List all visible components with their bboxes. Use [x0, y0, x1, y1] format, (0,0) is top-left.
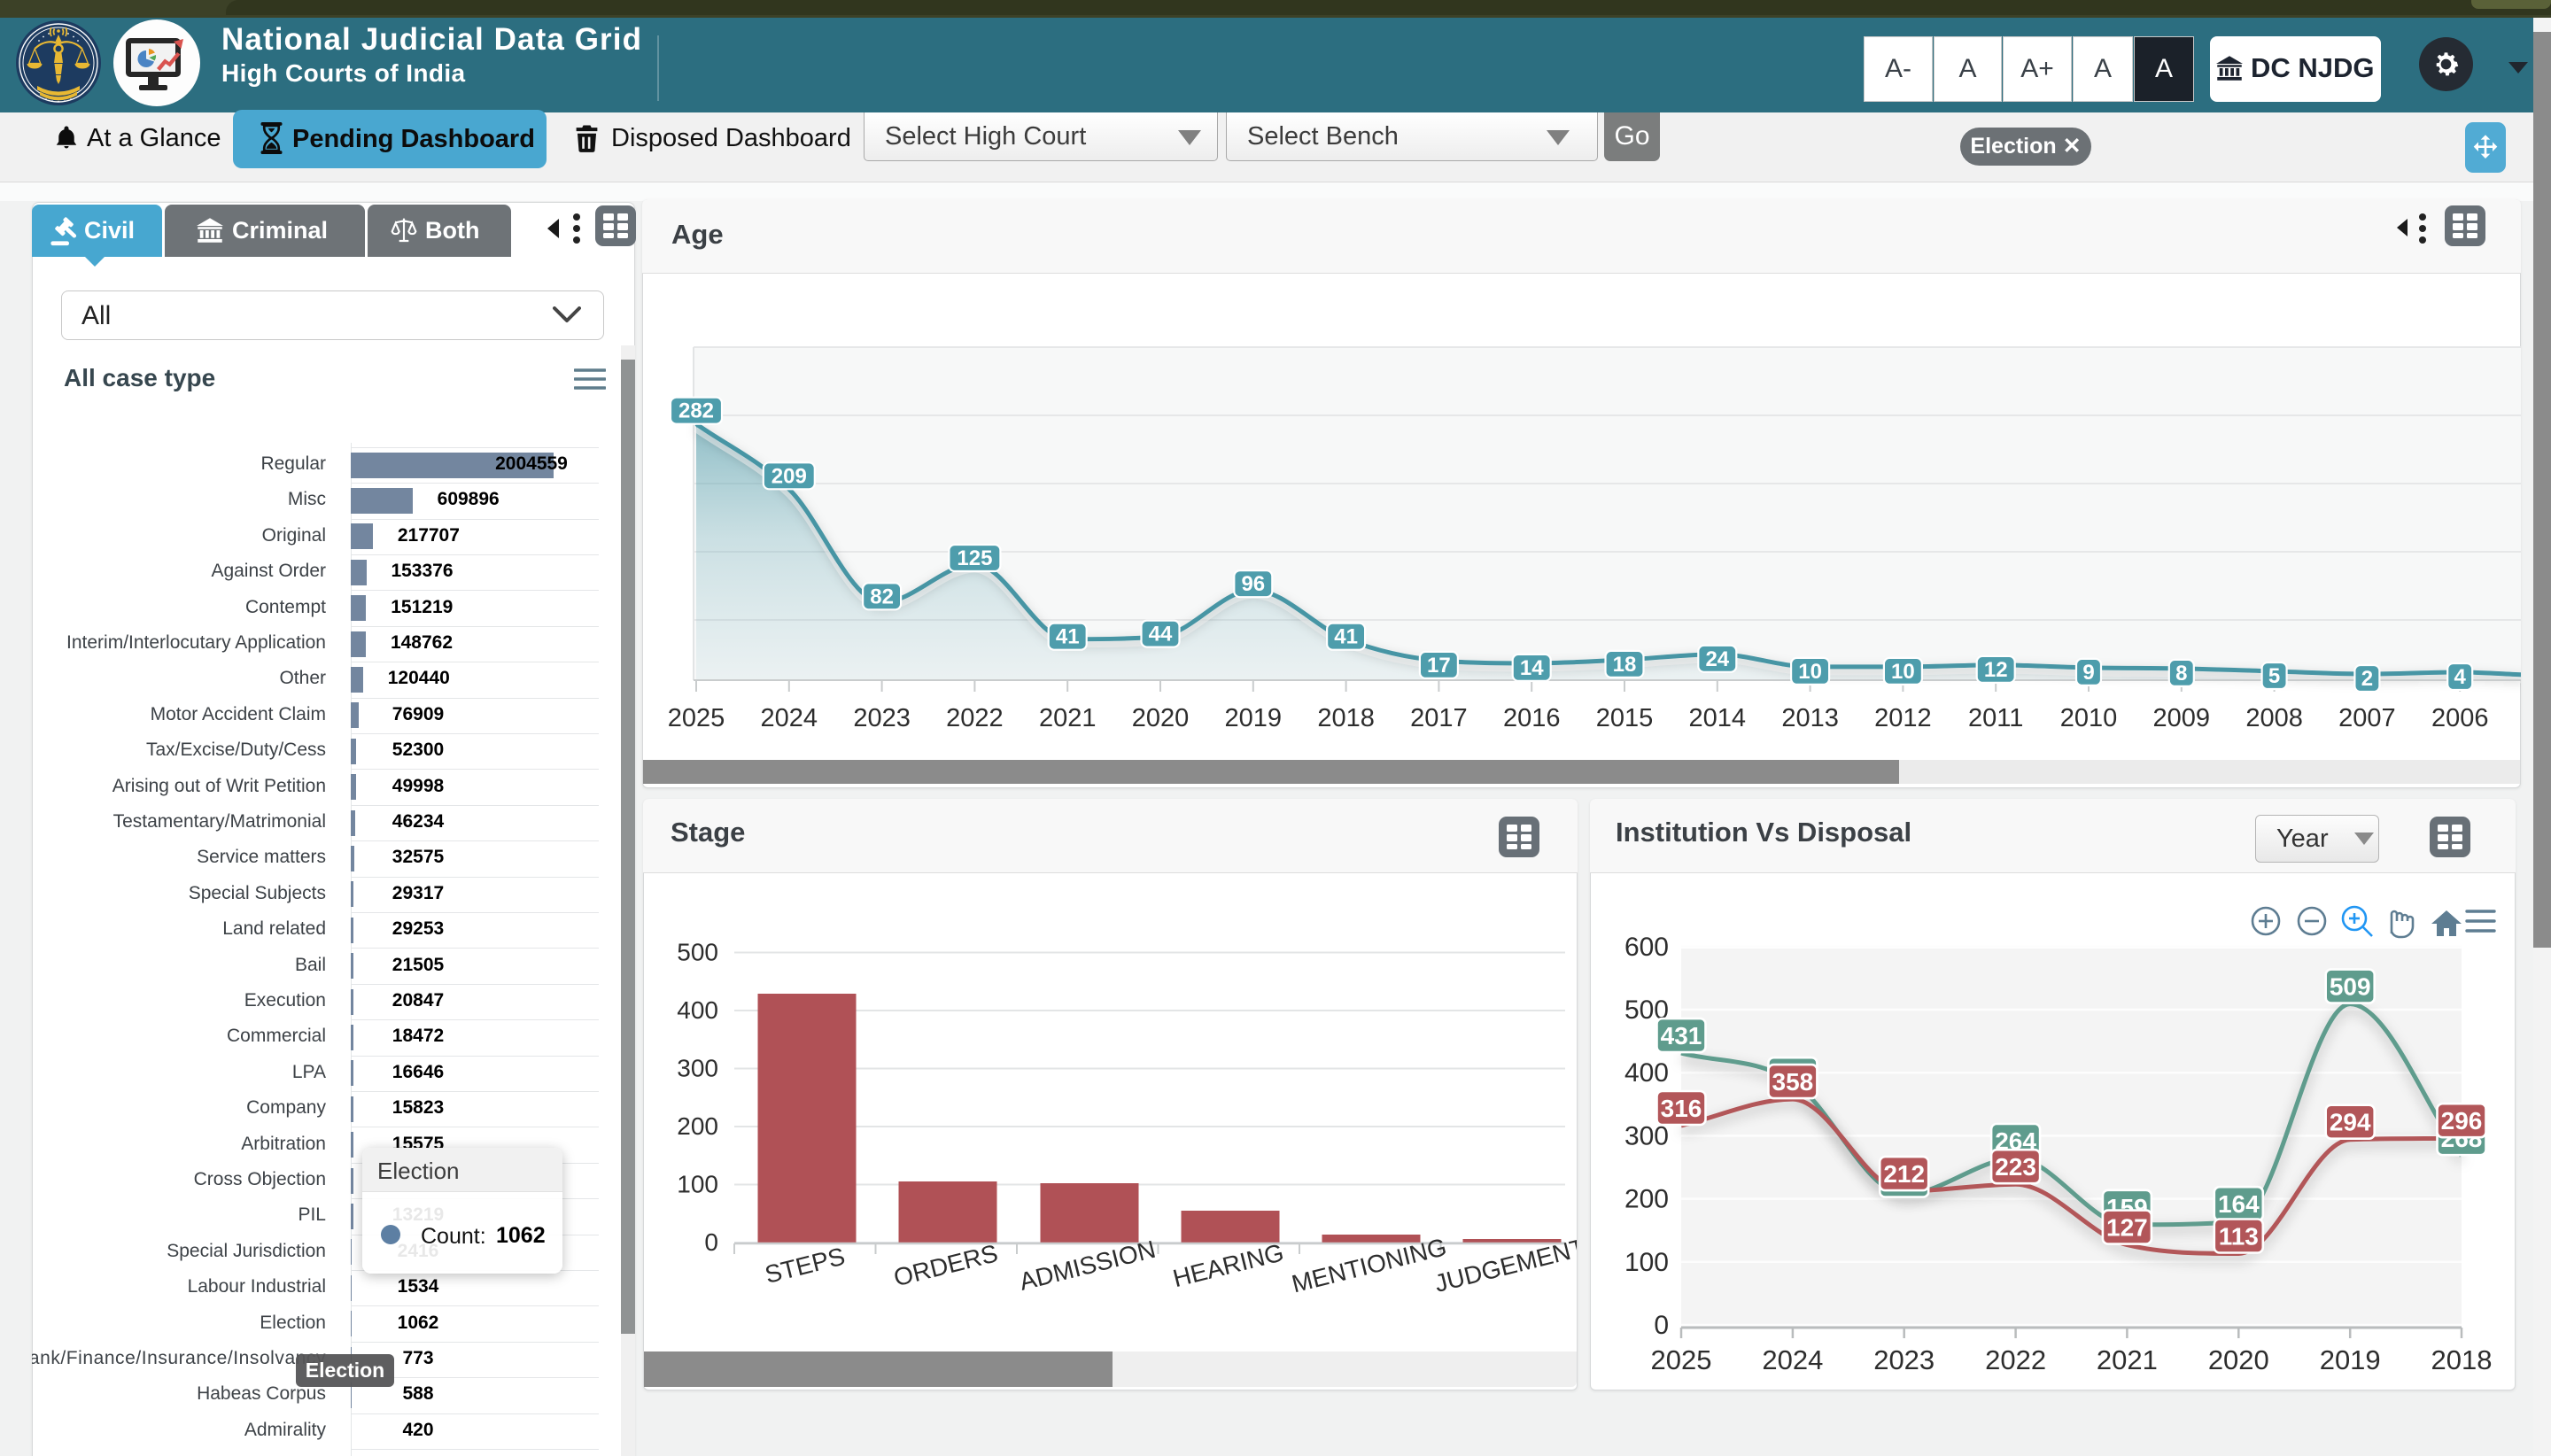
svg-text:18: 18 [1613, 653, 1637, 677]
svg-text:2014: 2014 [1689, 704, 1747, 732]
svg-text:2012: 2012 [1874, 704, 1932, 732]
svg-text:2011: 2011 [1968, 704, 2023, 732]
svg-text:10: 10 [1891, 660, 1915, 684]
svg-text:2022: 2022 [946, 704, 1004, 732]
svg-text:100: 100 [677, 1171, 718, 1198]
svg-text:2024: 2024 [761, 704, 818, 732]
svg-text:41: 41 [1056, 625, 1080, 649]
svg-text:500: 500 [677, 939, 718, 966]
svg-text:300: 300 [1624, 1121, 1669, 1150]
svg-text:2020: 2020 [1132, 704, 1190, 732]
svg-text:2006: 2006 [2431, 704, 2489, 732]
svg-text:24: 24 [1705, 647, 1729, 671]
svg-text:2023: 2023 [1873, 1344, 1935, 1375]
svg-text:8: 8 [2175, 662, 2187, 685]
svg-text:2019: 2019 [1225, 704, 1283, 732]
svg-text:2025: 2025 [1651, 1344, 1712, 1375]
svg-text:2021: 2021 [1039, 704, 1097, 732]
svg-text:12: 12 [1984, 658, 2008, 682]
svg-text:294: 294 [2330, 1109, 2371, 1136]
svg-text:200: 200 [1624, 1185, 1669, 1214]
svg-text:209: 209 [772, 464, 807, 488]
svg-text:4: 4 [2454, 665, 2467, 689]
svg-text:2017: 2017 [1410, 704, 1468, 732]
svg-text:10: 10 [1798, 660, 1822, 684]
svg-text:17: 17 [1427, 654, 1451, 678]
svg-text:296: 296 [2441, 1107, 2483, 1135]
svg-text:2013: 2013 [1781, 704, 1839, 732]
svg-text:300: 300 [677, 1055, 718, 1082]
svg-text:2018: 2018 [2431, 1344, 2493, 1375]
svg-text:600: 600 [1624, 933, 1669, 962]
svg-text:127: 127 [2106, 1214, 2148, 1242]
svg-text:5: 5 [2268, 664, 2280, 688]
svg-text:2021: 2021 [2097, 1344, 2158, 1375]
svg-text:2009: 2009 [2153, 704, 2211, 732]
svg-text:223: 223 [1995, 1153, 2036, 1181]
svg-text:509: 509 [2330, 973, 2371, 1001]
svg-text:358: 358 [1772, 1068, 1814, 1096]
svg-text:2023: 2023 [853, 704, 911, 732]
svg-text:113: 113 [2219, 1223, 2259, 1251]
svg-text:431: 431 [1661, 1022, 1702, 1049]
svg-text:282: 282 [678, 399, 714, 423]
svg-text:200: 200 [677, 1112, 718, 1140]
svg-text:400: 400 [677, 996, 718, 1024]
svg-text:316: 316 [1661, 1095, 1702, 1122]
svg-text:400: 400 [1624, 1058, 1669, 1088]
svg-text:44: 44 [1149, 623, 1173, 647]
svg-text:9: 9 [2082, 661, 2094, 685]
svg-text:2022: 2022 [1985, 1344, 2046, 1375]
svg-text:125: 125 [957, 546, 992, 570]
svg-text:STEPS: STEPS [762, 1243, 848, 1289]
svg-text:2: 2 [2361, 667, 2373, 691]
svg-text:96: 96 [1241, 572, 1265, 596]
svg-text:164: 164 [2218, 1190, 2260, 1218]
svg-text:2007: 2007 [2338, 704, 2396, 732]
svg-text:0: 0 [704, 1228, 718, 1256]
svg-text:41: 41 [1334, 625, 1358, 649]
svg-text:ORDERS: ORDERS [891, 1239, 1001, 1291]
svg-text:212: 212 [1883, 1160, 1925, 1188]
svg-text:2008: 2008 [2245, 704, 2303, 732]
svg-text:0: 0 [1654, 1311, 1669, 1340]
svg-text:HEARING: HEARING [1170, 1238, 1286, 1292]
svg-text:2015: 2015 [1596, 704, 1654, 732]
svg-text:2016: 2016 [1503, 704, 1561, 732]
svg-text:2019: 2019 [2320, 1344, 2381, 1375]
svg-text:2020: 2020 [2208, 1344, 2269, 1375]
svg-text:14: 14 [1520, 656, 1544, 680]
svg-text:100: 100 [1624, 1248, 1669, 1277]
svg-text:2018: 2018 [1317, 704, 1375, 732]
svg-text:82: 82 [870, 585, 894, 608]
svg-text:2010: 2010 [2060, 704, 2118, 732]
svg-text:2024: 2024 [1762, 1344, 1823, 1375]
svg-text:2025: 2025 [668, 704, 725, 732]
